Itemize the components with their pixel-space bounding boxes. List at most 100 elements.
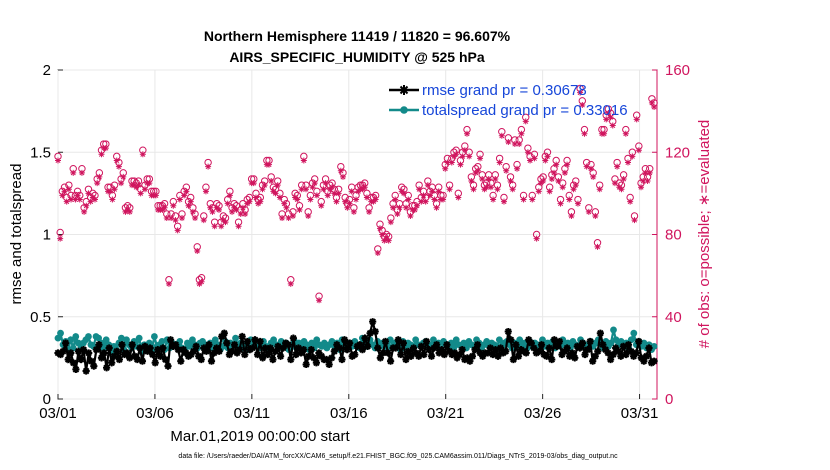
obs-evaluated-point [205, 163, 212, 170]
rmse-point [317, 352, 326, 360]
rmse-point [530, 344, 538, 352]
obs-evaluated-point [416, 186, 423, 193]
rmse-point [473, 341, 482, 349]
obs-evaluated-point [185, 202, 192, 209]
obs-evaluated-point [333, 198, 340, 205]
y2-tick-label: 80 [665, 227, 682, 244]
obs-evaluated-point [316, 297, 323, 304]
legend: rmse grand pr = 0.30678 totalspread gran… [389, 82, 628, 119]
rmse-point [589, 357, 597, 365]
obs-evaluated-point [107, 188, 114, 195]
rmse-point [392, 344, 400, 352]
rmse-point [271, 347, 280, 355]
rmse-point [251, 336, 259, 344]
obs-evaluated-point [120, 173, 127, 180]
obs-evaluated-point [257, 198, 264, 205]
x-tick-label: 03/21 [427, 405, 465, 422]
rmse-point [253, 350, 262, 359]
obs-evaluated-point [542, 157, 549, 164]
obs-evaluated-point [477, 155, 484, 162]
data-file-footer: data file: /Users/raeder/DAI/ATM_forcXX/… [178, 453, 618, 460]
obs-evaluated-point [385, 237, 392, 244]
rmse-point [330, 347, 338, 355]
rmse-point [397, 350, 405, 359]
rmse-point [207, 357, 216, 365]
rmse-point [123, 349, 131, 357]
obs-evaluated-point [564, 161, 571, 168]
y-axis-title: rmse and totalspread [8, 164, 25, 305]
rmse-point [90, 362, 98, 370]
rmse-point [553, 342, 561, 350]
rmse-point [179, 346, 187, 354]
obs-evaluated-point [485, 175, 492, 182]
totalspread-point [135, 334, 143, 342]
rmse-point [422, 337, 431, 346]
obs-evaluated-point [363, 194, 370, 201]
obs-evaluated-point [172, 217, 179, 224]
obs-evaluated-point [427, 192, 434, 199]
obs-evaluated-point [568, 212, 575, 219]
rmse-point [279, 344, 287, 352]
y2-tick-label: 40 [665, 309, 682, 326]
obs-evaluated-point [102, 145, 109, 152]
rmse-point [601, 346, 610, 354]
obs-evaluated-point [448, 159, 455, 166]
rmse-point [619, 342, 627, 350]
obs-evaluated-point [179, 215, 186, 222]
x-tick-label: 03/16 [330, 405, 368, 422]
obs-evaluated-point [296, 206, 303, 213]
rmse-point [504, 327, 512, 336]
obs-evaluated-point [459, 153, 466, 160]
y-tick-label: 1.5 [30, 144, 51, 161]
obs-evaluated-point [70, 169, 77, 176]
obs-evaluated-point [285, 215, 292, 222]
rmse-point [182, 349, 190, 357]
rmse-point [463, 354, 471, 362]
rmse-point [430, 344, 438, 352]
obs-evaluated-point [83, 202, 90, 209]
rmse-point [161, 355, 170, 364]
obs-evaluated-point [329, 184, 336, 191]
rmse-point [195, 352, 203, 360]
rmse-point [67, 349, 75, 357]
series-rmse [54, 318, 658, 375]
rmse-point [358, 346, 367, 354]
obs-evaluated-point [461, 147, 468, 154]
rmse-point [420, 350, 428, 359]
obs-evaluated-point [407, 212, 414, 219]
rmse-point [213, 344, 221, 352]
rmse-point [128, 341, 136, 349]
rmse-point [233, 349, 241, 357]
rmse-point [302, 360, 310, 369]
obs-evaluated-point [463, 130, 470, 137]
totalspread-point [610, 326, 617, 334]
rmse-point [537, 341, 546, 349]
rmse-point [159, 344, 167, 352]
obs-evaluated-point [468, 178, 475, 185]
rmse-point [502, 347, 510, 355]
obs-evaluated-point [209, 208, 216, 215]
obs-evaluated-point [620, 175, 627, 182]
obs-evaluated-point [261, 182, 268, 189]
obs-evaluated-point [311, 180, 318, 187]
rmse-point [335, 344, 344, 352]
obs-evaluated-point [422, 198, 429, 205]
rmse-point [315, 349, 323, 357]
y2-tick-label: 120 [665, 144, 690, 161]
obs-evaluated-point [318, 202, 325, 209]
rmse-point [453, 354, 461, 362]
rmse-point [412, 349, 420, 357]
obs-evaluated-point [413, 202, 420, 209]
obs-evaluated-point [337, 167, 344, 174]
obs-evaluated-point [68, 196, 75, 203]
rmse-point [525, 336, 533, 344]
obs-evaluated-point [622, 130, 629, 137]
obs-evaluated-point [305, 212, 312, 219]
rmse-point [340, 336, 349, 344]
totalspread-point [85, 333, 92, 340]
rmse-point [69, 359, 77, 367]
rmse-point [491, 346, 500, 354]
rmse-point [563, 344, 571, 352]
rmse-point [512, 341, 520, 349]
rmse-point [527, 339, 535, 347]
